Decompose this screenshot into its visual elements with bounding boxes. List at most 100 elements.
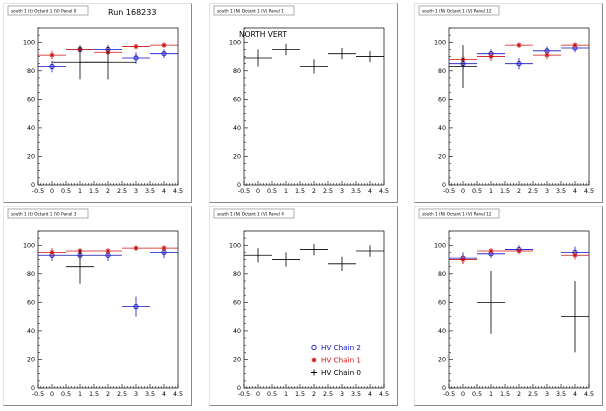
star-marker (572, 252, 578, 258)
chart-svg: south 1 (N) Octant 1 (V) Panel 4-0.5 0 0.5… (213, 208, 389, 398)
x-tick-label: 1 (78, 188, 82, 195)
title-box (7, 5, 89, 16)
data-point (80, 45, 136, 80)
x-tick-label: 0.5 (61, 391, 71, 398)
data-point (477, 270, 505, 334)
x-tick-label: 1 (284, 391, 288, 398)
x-tick-label: 1 (489, 188, 493, 195)
data-point (328, 256, 356, 271)
x-tick-label: 2.5 (117, 391, 127, 398)
data-point (533, 50, 561, 60)
plot-pad-3: south 1 (N) Octant 1 (V) Panel 12 -0.5 0 0.… (414, 3, 603, 203)
x-tick-label: 2.5 (323, 188, 333, 195)
y-tick-label: 20 (27, 154, 35, 161)
series-chain2 (449, 245, 589, 264)
data-point (150, 49, 178, 58)
y-tick-label: 0 (31, 182, 35, 189)
chart-title: south 1 (t) Octant 1 (V) Panel 3 (11, 212, 77, 217)
data-point (328, 47, 356, 60)
x-tick-label: 4.5 (173, 188, 183, 195)
y-tick-label: 80 (233, 68, 241, 75)
x-tick-label: 3 (545, 391, 549, 398)
x-tick-label: 2.5 (117, 188, 127, 195)
data-point (122, 43, 150, 50)
x-tick-label: 4.5 (173, 391, 183, 398)
x-tick-label: 2 (106, 188, 110, 195)
data-point (505, 42, 533, 48)
y-tick-label: 0 (442, 385, 446, 392)
x-tick-label: 4 (573, 391, 577, 398)
x-tick-label: 2.5 (528, 188, 538, 195)
legend-item-chain0: HV Chain 0 (311, 368, 361, 377)
plot-frame (448, 27, 590, 186)
x-tick-label: 3 (134, 188, 138, 195)
x-tick-label: 3.5 (351, 391, 361, 398)
plot-frame (448, 230, 590, 389)
legend-item-chain2: HV Chain 2 (311, 343, 361, 352)
x-tick-label: -0.5 (32, 188, 44, 195)
y-tick-label: 100 (229, 242, 241, 249)
x-tick-label: 0 (256, 188, 260, 195)
data-point (272, 252, 300, 267)
data-point (122, 52, 150, 64)
y-tick-label: 20 (438, 357, 446, 364)
circle-marker (133, 55, 139, 61)
y-tick-label: 80 (27, 68, 35, 75)
x-tick-label: 1.5 (89, 188, 99, 195)
star-marker (516, 42, 522, 48)
series-chain0 (244, 43, 384, 74)
y-tick-label: 100 (434, 39, 446, 46)
x-tick-label: 4 (162, 188, 166, 195)
circle-marker (49, 63, 55, 70)
x-tick-label: 1.5 (295, 391, 305, 398)
circle-marker (516, 61, 522, 67)
x-tick-label: 0.5 (267, 188, 277, 195)
series-chain0 (477, 270, 589, 353)
x-tick-label: 3.5 (351, 188, 361, 195)
y-tick-label: 80 (438, 271, 446, 278)
data-point (244, 248, 272, 263)
x-tick-label: 2 (517, 391, 521, 398)
x-tick-label: 3.5 (556, 391, 566, 398)
title-box (7, 208, 89, 219)
plot-pad-2: south 1 (N) Octant 1 (V) Panel 1 -0.5 0 0.5… (209, 3, 398, 203)
data-point (150, 245, 178, 251)
chart-svg: south 1 (N) Octant 1 (V) Panel 1-0.5 0 0.5… (213, 5, 389, 195)
x-tick-label: 4.5 (379, 188, 389, 195)
data-point (449, 255, 477, 264)
x-tick-label: 4 (162, 391, 166, 398)
plot-pad-1: south 1 (t) Octant 1 (V) Panel 0 -0.5 0 0.5… (3, 3, 192, 203)
data-point (272, 43, 300, 56)
y-tick-label: 0 (237, 182, 241, 189)
x-tick-label: 1.5 (500, 188, 510, 195)
y-tick-label: 40 (233, 125, 241, 132)
plot-pad-4: south 1 (t) Octant 1 (V) Panel 3 -0.5 0 0.5… (3, 206, 192, 406)
y-tick-label: 0 (31, 385, 35, 392)
x-tick-label: 0.5 (472, 188, 482, 195)
x-tick-label: 0 (461, 188, 465, 195)
run-label: Run 168233 (108, 8, 156, 17)
x-tick-label: 3.5 (145, 188, 155, 195)
plot-pad-5: south 1 (N) Octant 1 (V) Panel 4 -0.5 0 0.5… (209, 206, 398, 406)
chart-svg: south 1 (t) Octant 1 (V) Panel 3-0.5 0 0.5… (7, 208, 183, 398)
chart-title: south 1 (N) Octant 1 (V) Panel 1 (217, 9, 284, 14)
x-tick-label: 2.5 (528, 391, 538, 398)
x-tick-label: 0.5 (267, 391, 277, 398)
x-tick-label: -0.5 (443, 391, 455, 398)
chart-svg: south 1 (t) Octant 1 (V) Panel 0-0.5 0 0.5… (7, 5, 183, 195)
x-tick-label: 0 (50, 391, 54, 398)
title-box (213, 208, 295, 219)
x-tick-label: 0 (256, 391, 260, 398)
x-tick-label: 3.5 (556, 188, 566, 195)
legend-circle-marker (311, 344, 317, 351)
legend-cross-marker (311, 369, 317, 376)
plot-frame (243, 27, 385, 186)
x-tick-label: 0.5 (61, 188, 71, 195)
x-tick-label: 2.5 (323, 391, 333, 398)
series-chain0 (66, 249, 94, 284)
legend-item-chain1: HV Chain 1 (311, 356, 361, 365)
legend: HV Chain 2 HV Chain 1 HV Chain 0 (311, 343, 361, 377)
star-marker (572, 42, 578, 48)
x-tick-label: 1.5 (500, 391, 510, 398)
